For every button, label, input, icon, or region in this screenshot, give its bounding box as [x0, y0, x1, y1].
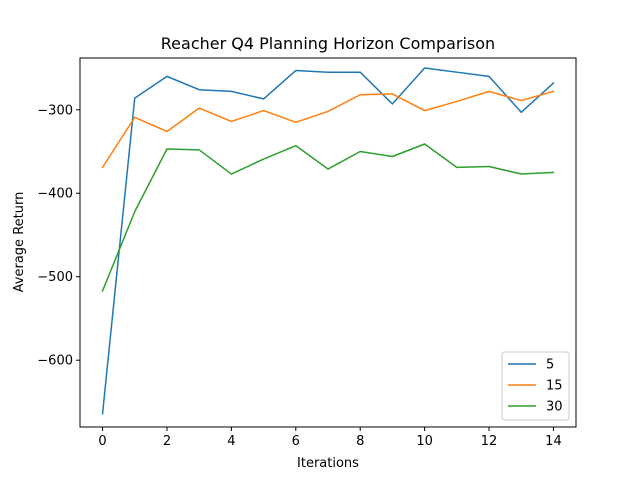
x-tick-label: 14: [545, 434, 562, 449]
series-layer: [101, 67, 555, 415]
series-line-5: [101, 67, 555, 415]
legend-box: [501, 351, 570, 421]
x-axis: 0 2 4 6 8 10 12 14: [98, 427, 562, 449]
legend-label-30: 30: [546, 400, 563, 415]
plot-frame: [79, 57, 577, 428]
series-line-15: [101, 90, 555, 169]
y-tick-label: −500: [37, 270, 73, 285]
y-axis: −600 −500 −400 −300: [37, 103, 80, 369]
x-tick-label: 2: [163, 434, 171, 449]
x-tick-label: 12: [481, 434, 498, 449]
x-tick-label: 8: [356, 434, 364, 449]
x-axis-label: Iterations: [297, 456, 359, 471]
y-tick-label: −400: [37, 187, 73, 202]
y-tick-label: −600: [37, 354, 73, 369]
x-tick-label: 6: [292, 434, 300, 449]
legend-label-5: 5: [546, 358, 554, 373]
y-axis-label: Average Return: [12, 192, 27, 293]
legend-label-15: 15: [546, 379, 563, 394]
y-tick-label: −300: [37, 103, 73, 118]
x-tick-label: 0: [98, 434, 106, 449]
x-tick-label: 4: [227, 434, 235, 449]
series-line-30: [101, 143, 555, 292]
x-tick-label: 10: [416, 434, 433, 449]
legend: 5 15 30: [501, 351, 570, 421]
chart-title: Reacher Q4 Planning Horizon Comparison: [161, 34, 495, 53]
